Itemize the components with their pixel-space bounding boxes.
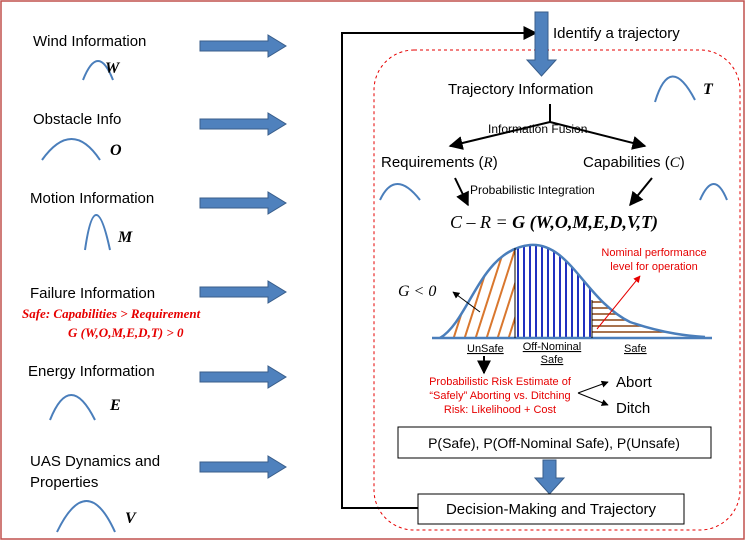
hatch-line [507, 244, 515, 338]
hatch-line [485, 244, 515, 338]
safe-rule-line2: G (W,O,M,E,D,T) > 0 [68, 325, 184, 340]
distribution-curve-icon [56, 500, 116, 533]
input-label: Motion Information [30, 190, 154, 207]
probabilities-label: P(Safe), P(Off-Nominal Safe), P(Unsafe) [428, 435, 680, 451]
region-unsafe-label: UnSafe [467, 343, 504, 355]
decision-box [417, 493, 685, 525]
abort-arrow [577, 380, 609, 394]
input-label: Failure Information [30, 285, 155, 302]
input-block-arrow [199, 112, 287, 136]
distribution-curve [439, 243, 706, 340]
fusion-arrow-right [549, 121, 647, 150]
input-energy: Energy Information E [28, 363, 155, 421]
distribution-curve-icon [41, 138, 101, 161]
process-region [373, 49, 741, 531]
probabilities-box [397, 426, 712, 459]
input-uas: UAS Dynamics and Properties V [30, 453, 160, 533]
nominal-label-2: level for operation [610, 261, 697, 273]
ditch-arrow [577, 392, 609, 406]
region-safe-label: Safe [624, 343, 647, 355]
input-label-2: Properties [30, 474, 98, 491]
fusion-arrow-left [448, 121, 551, 150]
distribution-curve-icon [49, 394, 96, 421]
integration-arrow-right [629, 177, 653, 207]
risk-line-1: Probabilistic Risk Estimate of [429, 376, 572, 388]
svg-text:Requirements (R): Requirements (R) [381, 154, 498, 171]
nominal-arrow [596, 275, 641, 330]
integration-label: Probabilistic Integration [470, 183, 595, 197]
region-offnominal-label-2: Safe [541, 354, 564, 366]
risk-line-3: Risk: Likelihood + Cost [444, 404, 556, 416]
fusion-label: Information Fusion [488, 122, 587, 136]
trajectory-curve-icon [654, 75, 696, 103]
input-block-arrow [199, 34, 287, 58]
feedback-loop-arrow [341, 26, 538, 509]
capabilities-label: Capabilities (C) [583, 154, 685, 171]
distribution-curve-icon [84, 214, 111, 251]
input-obstacle: Obstacle Info O [33, 111, 122, 161]
input-block-arrow [199, 455, 287, 479]
unsafe-hatch [440, 240, 562, 340]
nominal-label-1: Nominal performance [601, 247, 706, 259]
main-equation: C – R = G (W,O,M,E,D,V,T) [450, 212, 658, 233]
input-block-arrow [199, 280, 287, 304]
risk-distribution [432, 240, 712, 340]
decision-arrow [533, 459, 566, 495]
input-arrows [199, 34, 287, 479]
ditch-label: Ditch [616, 400, 650, 417]
input-label: UAS Dynamics and [30, 453, 160, 470]
decision-label: Decision-Making and Trajectory [446, 501, 657, 518]
g-less-zero-label: G < 0 [398, 283, 436, 300]
requirements-curve-icon [379, 183, 421, 201]
trajectory-info-label: Trajectory Information [448, 81, 593, 98]
input-block-arrow [199, 191, 287, 215]
input-failure: Failure Information Safe: Capabilities >… [22, 285, 201, 340]
risk-line-2: “Safely” Aborting vs. Ditching [429, 390, 570, 402]
off-nominal-hatch [517, 244, 591, 338]
hatch-line [530, 240, 562, 340]
integration-arrow-left [454, 177, 469, 207]
input-symbol: V [125, 510, 137, 527]
distribution-curve-icon [82, 60, 114, 81]
svg-text:C – R = G (W,O,M,E,D,V,T): C – R = G (W,O,M,E,D,V,T) [450, 212, 658, 233]
input-symbol: M [117, 229, 133, 246]
region-offnominal-label-1: Off-Nominal [523, 341, 581, 353]
trajectory-symbol: T [703, 81, 714, 98]
input-label: Wind Information [33, 33, 146, 50]
input-motion: Motion Information M [30, 190, 154, 251]
abort-label: Abort [616, 374, 653, 391]
g-less-zero-arrow [452, 291, 481, 313]
input-symbol: W [105, 60, 121, 77]
hatch-line [496, 244, 515, 338]
safe-rule-line1: Safe: Capabilities > Requirement [22, 306, 201, 321]
identify-label: Identify a trajectory [553, 25, 680, 42]
input-wind: Wind Information W [33, 33, 146, 81]
input-label: Obstacle Info [33, 111, 121, 128]
requirements-label: Requirements (R) [381, 154, 498, 171]
input-symbol: E [109, 397, 121, 414]
svg-text:Capabilities (C): Capabilities (C) [583, 154, 685, 171]
input-symbol: O [110, 142, 122, 159]
input-block-arrow [199, 365, 287, 389]
identify-arrow [525, 11, 558, 77]
capabilities-curve-icon [699, 183, 728, 201]
input-label: Energy Information [28, 363, 155, 380]
